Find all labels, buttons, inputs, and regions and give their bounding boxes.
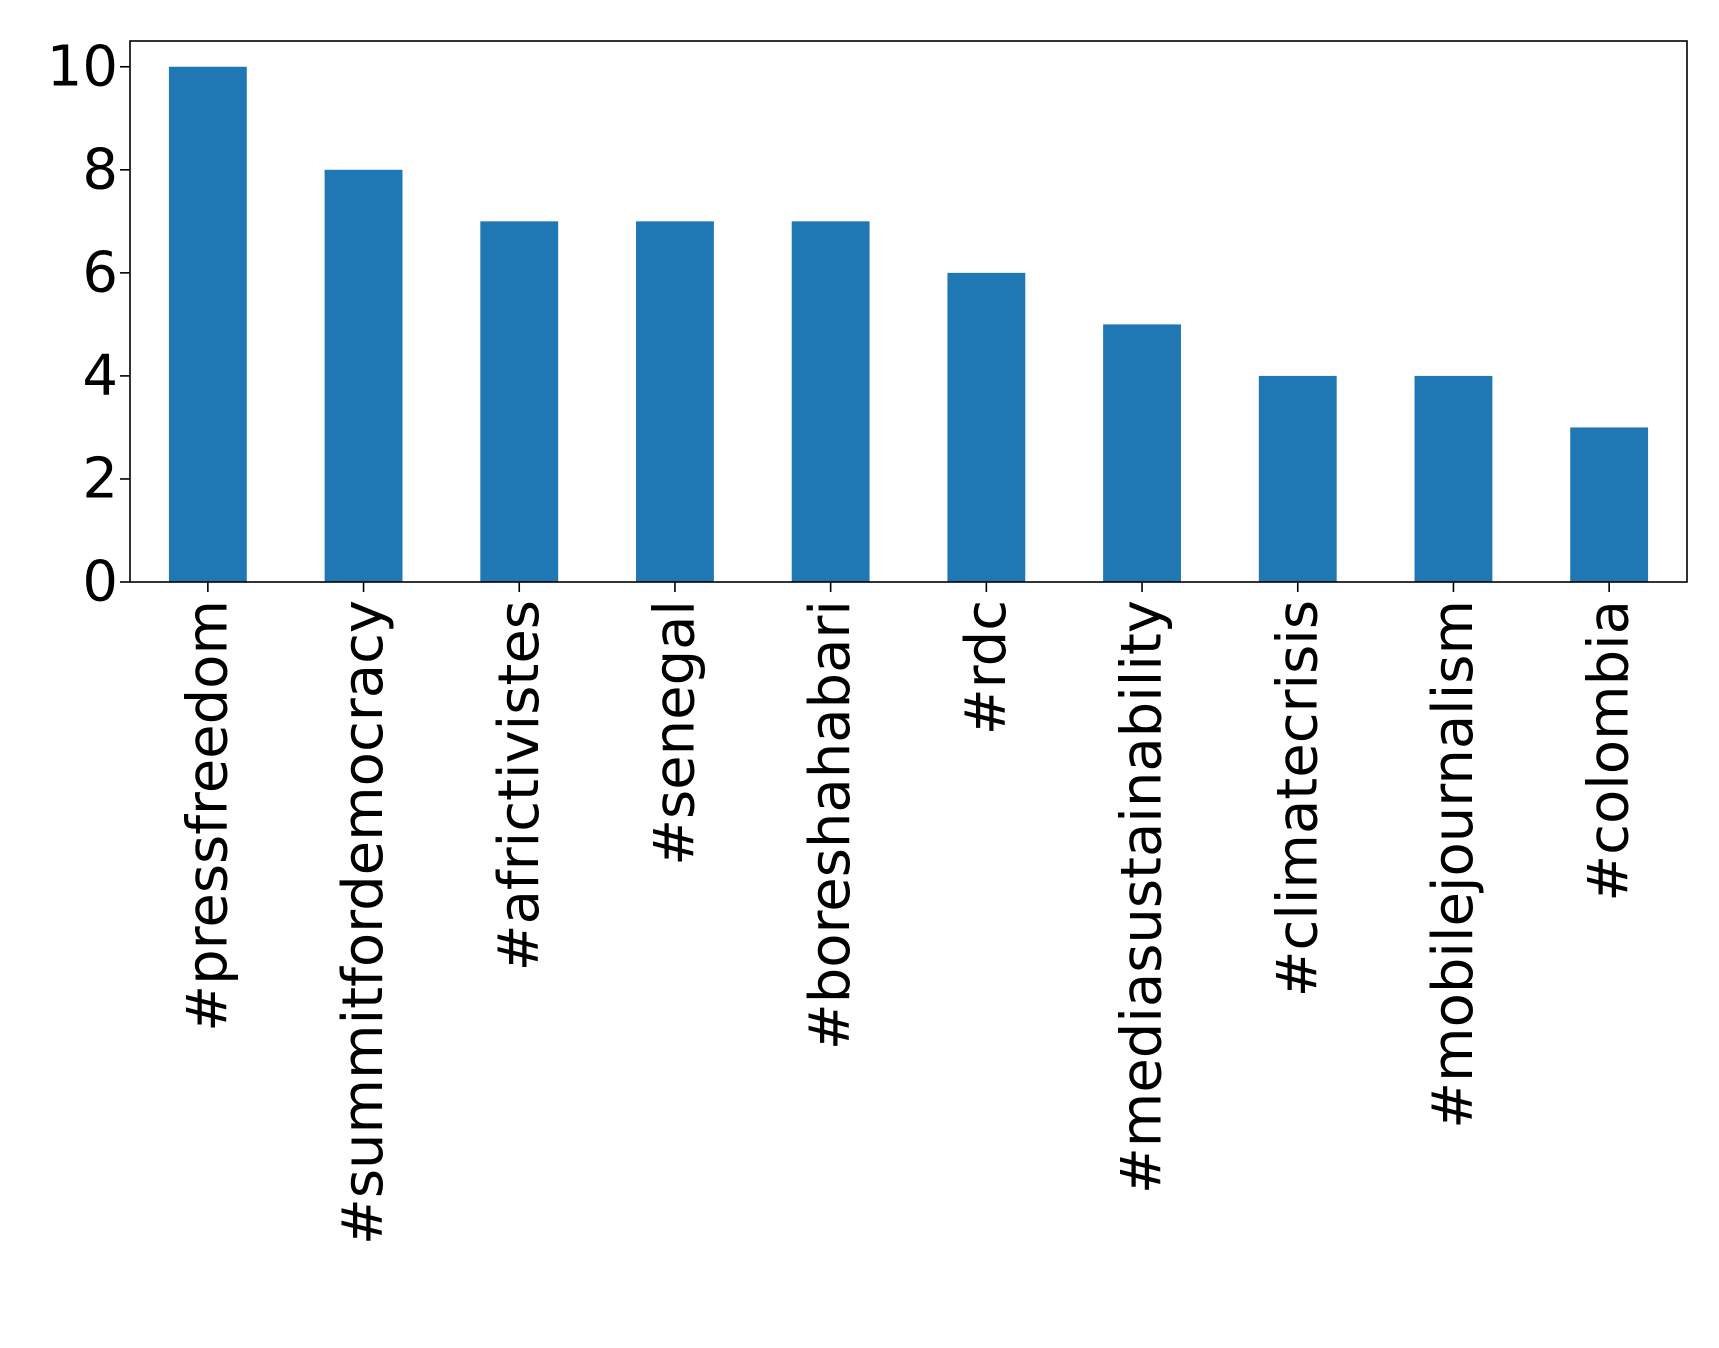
bars-layer	[168, 66, 1649, 583]
y-tick-label: 6	[82, 240, 118, 305]
x-tick-label: #mobilejournalism	[1421, 600, 1486, 1129]
bar-africtivistes	[480, 221, 559, 583]
x-tick-label: #pressfreedom	[175, 600, 240, 1032]
x-tick-label: #rdc	[954, 600, 1019, 735]
bar-pressfreedom	[168, 66, 247, 582]
x-tick-label: #summitfordemocracy	[331, 600, 396, 1245]
y-tick-label: 10	[47, 34, 118, 99]
bar-summitfordemocracy	[324, 169, 403, 583]
x-tick-label: #mediasustainability	[1110, 600, 1175, 1194]
bar-senegal	[636, 221, 714, 583]
x-tick-label: #colombia	[1577, 600, 1642, 902]
bar-colombia	[1570, 427, 1649, 582]
y-axis: 0 2 4 6 8 10	[47, 34, 130, 615]
y-tick-label: 4	[82, 343, 118, 408]
x-tick-label: #boreshahabari	[798, 600, 863, 1050]
y-tick-label: 2	[82, 446, 118, 511]
bar-mediasustainability	[1103, 324, 1181, 582]
bar-rdc	[947, 272, 1026, 582]
x-tick-label: #climatecrisis	[1265, 600, 1330, 997]
bar-boreshahabari	[791, 221, 870, 583]
bar-climatecrisis	[1258, 375, 1337, 582]
plot-area-frame	[129, 40, 1688, 583]
x-axis: #pressfreedom #summitfordemocracy #africti…	[175, 582, 1642, 1245]
bar-mobilejournalism	[1414, 375, 1493, 582]
x-tick-label: #africtivistes	[487, 600, 552, 971]
y-tick-label: 0	[82, 550, 118, 615]
x-tick-label: #senegal	[642, 600, 707, 866]
y-tick-label: 8	[82, 137, 118, 202]
